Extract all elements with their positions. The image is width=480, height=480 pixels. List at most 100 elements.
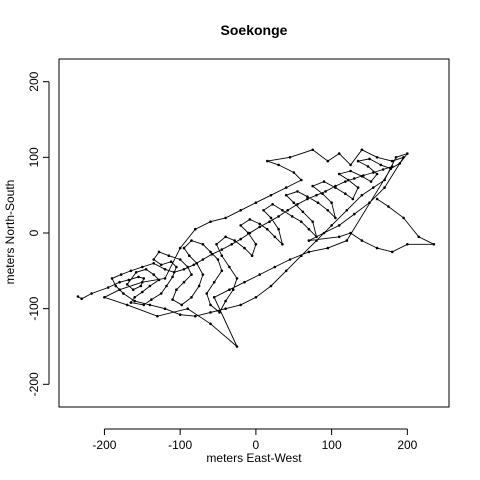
data-point <box>311 149 314 152</box>
data-point <box>376 173 379 176</box>
data-point <box>361 239 364 242</box>
data-point <box>133 296 136 299</box>
data-point <box>236 277 239 280</box>
data-point <box>370 180 373 183</box>
data-point <box>330 224 333 227</box>
data-point <box>281 243 284 246</box>
data-point <box>232 288 235 291</box>
data-point <box>349 232 352 235</box>
data-point <box>224 217 227 220</box>
data-point <box>306 198 309 201</box>
data-point <box>130 270 133 273</box>
data-point <box>321 192 324 195</box>
data-point <box>120 273 123 276</box>
data-point <box>152 258 155 261</box>
data-point <box>209 220 212 223</box>
data-point <box>215 243 218 246</box>
data-point <box>175 266 178 269</box>
data-point <box>368 158 371 161</box>
data-point <box>218 311 221 314</box>
data-point <box>213 296 216 299</box>
data-point <box>107 286 110 289</box>
data-point <box>141 291 144 294</box>
data-point <box>258 226 261 229</box>
data-point <box>175 288 178 291</box>
data-point <box>330 201 333 204</box>
data-point <box>372 171 375 174</box>
data-point <box>361 194 364 197</box>
data-point <box>209 304 212 307</box>
data-point <box>118 281 121 284</box>
data-point <box>164 307 167 310</box>
data-point <box>239 238 242 241</box>
data-point <box>402 217 405 220</box>
data-point <box>194 315 197 318</box>
data-point <box>383 179 386 182</box>
data-point <box>308 251 311 254</box>
data-point <box>367 165 370 168</box>
data-point <box>90 292 93 295</box>
data-point <box>311 220 314 223</box>
data-point <box>164 277 167 280</box>
data-point <box>152 262 155 265</box>
data-point <box>344 180 347 183</box>
data-point <box>357 160 360 163</box>
data-point <box>190 273 193 276</box>
data-point <box>209 323 212 326</box>
data-point <box>399 162 402 165</box>
y-axis-label: meters North-South <box>3 180 17 285</box>
data-point <box>188 254 191 257</box>
x-axis-label: meters East-West <box>206 451 302 465</box>
data-point <box>338 173 341 176</box>
x-tick-label: 200 <box>397 438 417 452</box>
y-tick-label: 200 <box>27 71 41 91</box>
data-point <box>406 152 409 155</box>
data-point <box>111 277 114 280</box>
data-point <box>317 201 320 204</box>
data-point <box>262 209 265 212</box>
data-point <box>281 209 284 212</box>
data-point <box>334 185 337 188</box>
data-point <box>289 156 292 159</box>
data-point <box>315 239 318 242</box>
data-point <box>311 185 314 188</box>
data-point <box>266 160 269 163</box>
data-point <box>80 298 83 301</box>
data-point <box>382 168 385 171</box>
data-point <box>141 281 144 284</box>
data-point <box>296 203 299 206</box>
data-point <box>391 160 394 163</box>
data-point <box>387 205 390 208</box>
data-point <box>115 285 118 288</box>
data-point <box>277 215 280 218</box>
data-point <box>183 281 186 284</box>
data-point <box>179 247 182 250</box>
data-point <box>368 201 371 204</box>
data-point <box>239 304 242 307</box>
data-point <box>135 271 138 274</box>
data-point <box>103 296 106 299</box>
data-point <box>173 271 176 274</box>
data-point <box>376 247 379 250</box>
data-point <box>149 304 152 307</box>
data-point <box>160 292 163 295</box>
data-point <box>156 315 159 318</box>
data-point <box>202 273 205 276</box>
data-point <box>362 174 365 177</box>
data-point <box>243 281 246 284</box>
data-point <box>150 298 153 301</box>
data-point <box>186 266 189 269</box>
data-point <box>285 270 288 273</box>
data-point <box>327 160 330 163</box>
data-point <box>193 264 196 267</box>
y-tick-label: 0 <box>27 229 41 236</box>
chart-title: Soekonge <box>221 22 288 38</box>
data-point <box>221 254 224 257</box>
data-point <box>209 311 212 314</box>
data-point <box>171 276 174 279</box>
data-point <box>349 164 352 167</box>
data-point <box>270 194 273 197</box>
data-point <box>224 300 227 303</box>
data-point <box>243 247 246 250</box>
